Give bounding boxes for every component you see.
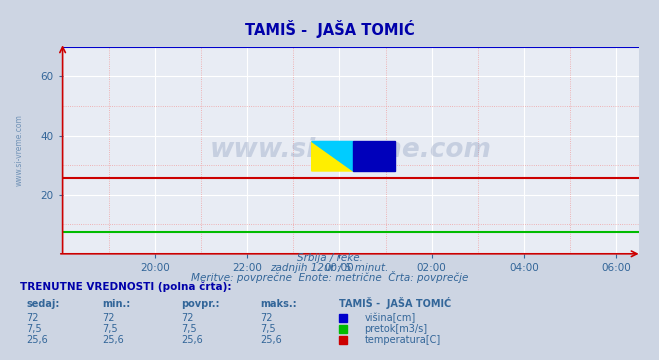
Text: povpr.:: povpr.: [181,299,219,309]
Text: temperatura[C]: temperatura[C] [364,335,441,345]
Text: TAMIŠ -  JAŠA TOMIĆ: TAMIŠ - JAŠA TOMIĆ [244,20,415,38]
Polygon shape [312,141,353,171]
Text: 72: 72 [26,314,39,324]
Text: www.si-vreme.com: www.si-vreme.com [210,137,492,163]
Text: maks.:: maks.: [260,299,297,309]
Text: TAMIŠ -  JAŠA TOMIĆ: TAMIŠ - JAŠA TOMIĆ [339,297,451,309]
Text: www.si-vreme.com: www.si-vreme.com [15,114,24,186]
Text: pretok[m3/s]: pretok[m3/s] [364,324,428,334]
Text: Srbija / reke.: Srbija / reke. [297,253,362,263]
Text: 72: 72 [260,314,273,324]
Text: min.:: min.: [102,299,130,309]
Text: zadnjih 12ur / 5 minut.: zadnjih 12ur / 5 minut. [270,263,389,273]
Polygon shape [353,141,395,171]
Text: 72: 72 [102,314,115,324]
Text: TRENUTNE VREDNOSTI (polna črta):: TRENUTNE VREDNOSTI (polna črta): [20,281,231,292]
Text: 7,5: 7,5 [260,324,276,334]
Text: Meritve: povprečne  Enote: metrične  Črta: povprečje: Meritve: povprečne Enote: metrične Črta:… [191,271,468,283]
Text: 7,5: 7,5 [26,324,42,334]
Text: 25,6: 25,6 [260,335,282,345]
Text: 25,6: 25,6 [181,335,203,345]
Text: sedaj:: sedaj: [26,299,60,309]
Text: 25,6: 25,6 [102,335,124,345]
Text: 25,6: 25,6 [26,335,48,345]
Polygon shape [312,141,353,171]
Text: 7,5: 7,5 [102,324,118,334]
Text: 72: 72 [181,314,194,324]
Text: višina[cm]: višina[cm] [364,313,416,324]
Text: 7,5: 7,5 [181,324,197,334]
